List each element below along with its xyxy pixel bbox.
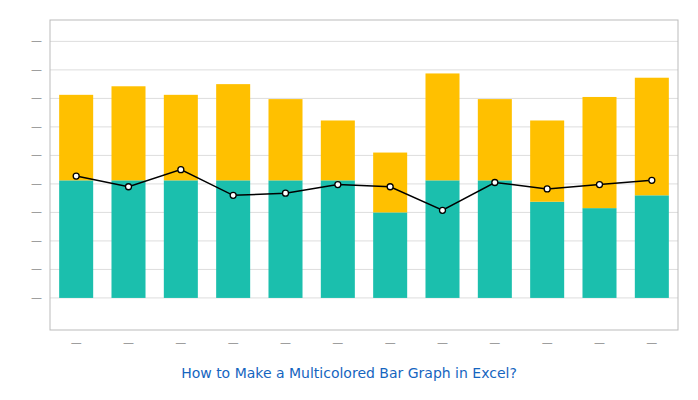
line-marker — [335, 182, 341, 188]
line-marker — [440, 207, 446, 213]
marks — [59, 73, 669, 297]
y-tick-label: — — [31, 63, 42, 76]
bar-segment — [582, 97, 616, 208]
line-marker — [126, 184, 132, 190]
bar-segment — [111, 86, 145, 180]
bar-segment — [530, 120, 564, 201]
bar-segment — [59, 180, 93, 298]
line-marker — [387, 184, 393, 190]
bar-segment — [530, 202, 564, 298]
line-marker — [178, 167, 184, 173]
x-tick-label: — — [594, 336, 605, 349]
x-tick-label: — — [280, 336, 291, 349]
y-tick-label: — — [31, 177, 42, 190]
bar-segment — [635, 195, 669, 298]
grid-line — [50, 41, 678, 42]
line-marker — [492, 179, 498, 185]
x-tick-label: — — [175, 336, 186, 349]
bar-segment — [373, 153, 407, 213]
bar-segment — [164, 95, 198, 181]
y-tick-label: — — [31, 205, 42, 218]
y-tick-label: — — [31, 91, 42, 104]
title: How to Make a Multicolored Bar Graph in … — [181, 365, 517, 381]
line-marker — [597, 182, 603, 188]
plot-frame — [50, 20, 678, 330]
x-tick-label: — — [332, 336, 343, 349]
line-marker — [649, 177, 655, 183]
line-marker — [230, 192, 236, 198]
bar-segment — [425, 73, 459, 180]
x-tick-label: — — [228, 336, 239, 349]
y-tick-label: — — [31, 34, 42, 47]
bar-segment — [216, 180, 250, 298]
bar-segment — [164, 180, 198, 298]
y-tick-label: — — [31, 120, 42, 133]
bar-segment — [478, 99, 512, 180]
bar-segment — [478, 180, 512, 298]
line-marker — [73, 173, 79, 179]
grid-line — [50, 69, 678, 70]
bar-segment — [635, 78, 669, 196]
bar-segment — [582, 208, 616, 298]
bar-segment — [59, 95, 93, 181]
line — [76, 170, 652, 211]
y-tick-label: — — [31, 291, 42, 304]
bar-segment — [425, 180, 459, 298]
x-tick-label: — — [646, 336, 657, 349]
grid — [50, 41, 678, 298]
line-marker — [544, 186, 550, 192]
bar-segment — [216, 84, 250, 180]
line-marker — [283, 190, 289, 196]
bar-segment — [321, 120, 355, 180]
x-tick-label: — — [71, 336, 82, 349]
x-tick-label: — — [123, 336, 134, 349]
bar-segment — [321, 180, 355, 298]
x-tick-label: — — [385, 336, 396, 349]
bar-segment — [268, 99, 302, 180]
chart: — — — — — — — — — — — — — — — — — — — — — — How to Make a Mult… — [0, 0, 698, 400]
y-tick-label: — — [31, 262, 42, 275]
y-tick-label: — — [31, 148, 42, 161]
x-tick-label: — — [489, 336, 500, 349]
bar-segment — [268, 180, 302, 298]
x-tick-label: — — [437, 336, 448, 349]
x-tick-label: — — [542, 336, 553, 349]
bar-segment — [111, 180, 145, 298]
bar-segment — [373, 212, 407, 298]
y-tick-label: — — [31, 234, 42, 247]
